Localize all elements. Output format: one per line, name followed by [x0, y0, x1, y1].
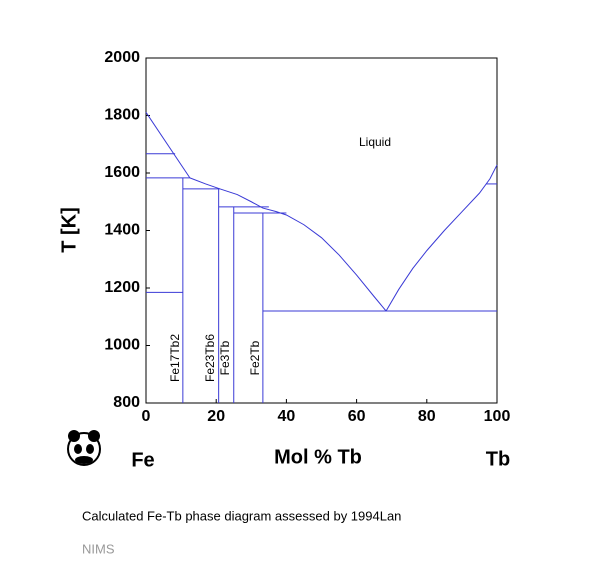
- x-tick-label: 60: [348, 408, 366, 425]
- x-tick-label: 0: [142, 408, 151, 425]
- y-tick-label: 1400: [104, 222, 140, 239]
- y-tick-label: 1200: [104, 279, 140, 296]
- phase-label: Liquid: [359, 135, 391, 149]
- right-element: Tb: [486, 448, 510, 470]
- x-tick-label: 40: [278, 408, 296, 425]
- panda-logo: [67, 430, 101, 466]
- phase-boundary: [189, 177, 387, 312]
- y-tick-label: 1000: [104, 337, 140, 354]
- caption: Calculated Fe-Tb phase diagram assessed …: [82, 508, 401, 523]
- x-tick-label: 20: [207, 408, 225, 425]
- phase-boundary: [145, 112, 191, 179]
- y-tick-label: 1800: [104, 107, 140, 124]
- y-tick-label: 1600: [104, 164, 140, 181]
- phase-label: Fe2Tb: [248, 340, 262, 375]
- y-tick-label: 2000: [104, 49, 140, 66]
- phase-label: Fe23Tb6: [203, 334, 217, 382]
- y-axis-label: T [K]: [58, 207, 80, 253]
- source: NIMS: [82, 541, 115, 556]
- x-axis-label: Mol % Tb: [274, 446, 362, 468]
- x-tick-label: 100: [484, 408, 511, 425]
- left-element: Fe: [131, 449, 154, 471]
- x-tick-label: 80: [418, 408, 436, 425]
- phase-label: Fe3Tb: [218, 340, 232, 375]
- phase-boundary: [385, 164, 498, 312]
- y-tick-label: 800: [113, 394, 140, 411]
- phase-label: Fe17Tb2: [168, 334, 182, 382]
